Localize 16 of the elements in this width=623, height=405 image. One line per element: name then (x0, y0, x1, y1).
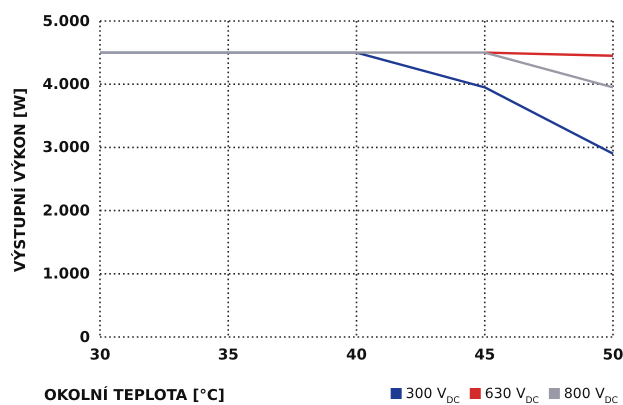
x-tick-label: 30 (90, 346, 110, 364)
legend-label: 300 V$_{DC}$ (406, 386, 460, 405)
y-axis-title: VÝSTUPNÍ VÝKON [W] (11, 88, 29, 272)
x-axis-title: OKOLNÍ TEPLOTA [°C] (44, 386, 225, 404)
y-tick-label: 3.000 (42, 138, 90, 156)
x-tick-label: 35 (218, 346, 239, 364)
x-tick-label: 40 (346, 346, 367, 364)
x-tick-label: 50 (602, 346, 623, 364)
y-tick-label: 0 (80, 328, 90, 346)
y-tick-label: 2.000 (42, 201, 90, 220)
y-tick-label: 1.000 (42, 264, 90, 283)
x-tick-label: 45 (474, 346, 496, 364)
y-tick-label: 4.000 (42, 75, 90, 93)
y-tick-label: 5.000 (42, 12, 90, 30)
legend-label: 800 V$_{DC}$ (564, 386, 618, 405)
legend-label: 630 V$_{DC}$ (484, 386, 539, 405)
